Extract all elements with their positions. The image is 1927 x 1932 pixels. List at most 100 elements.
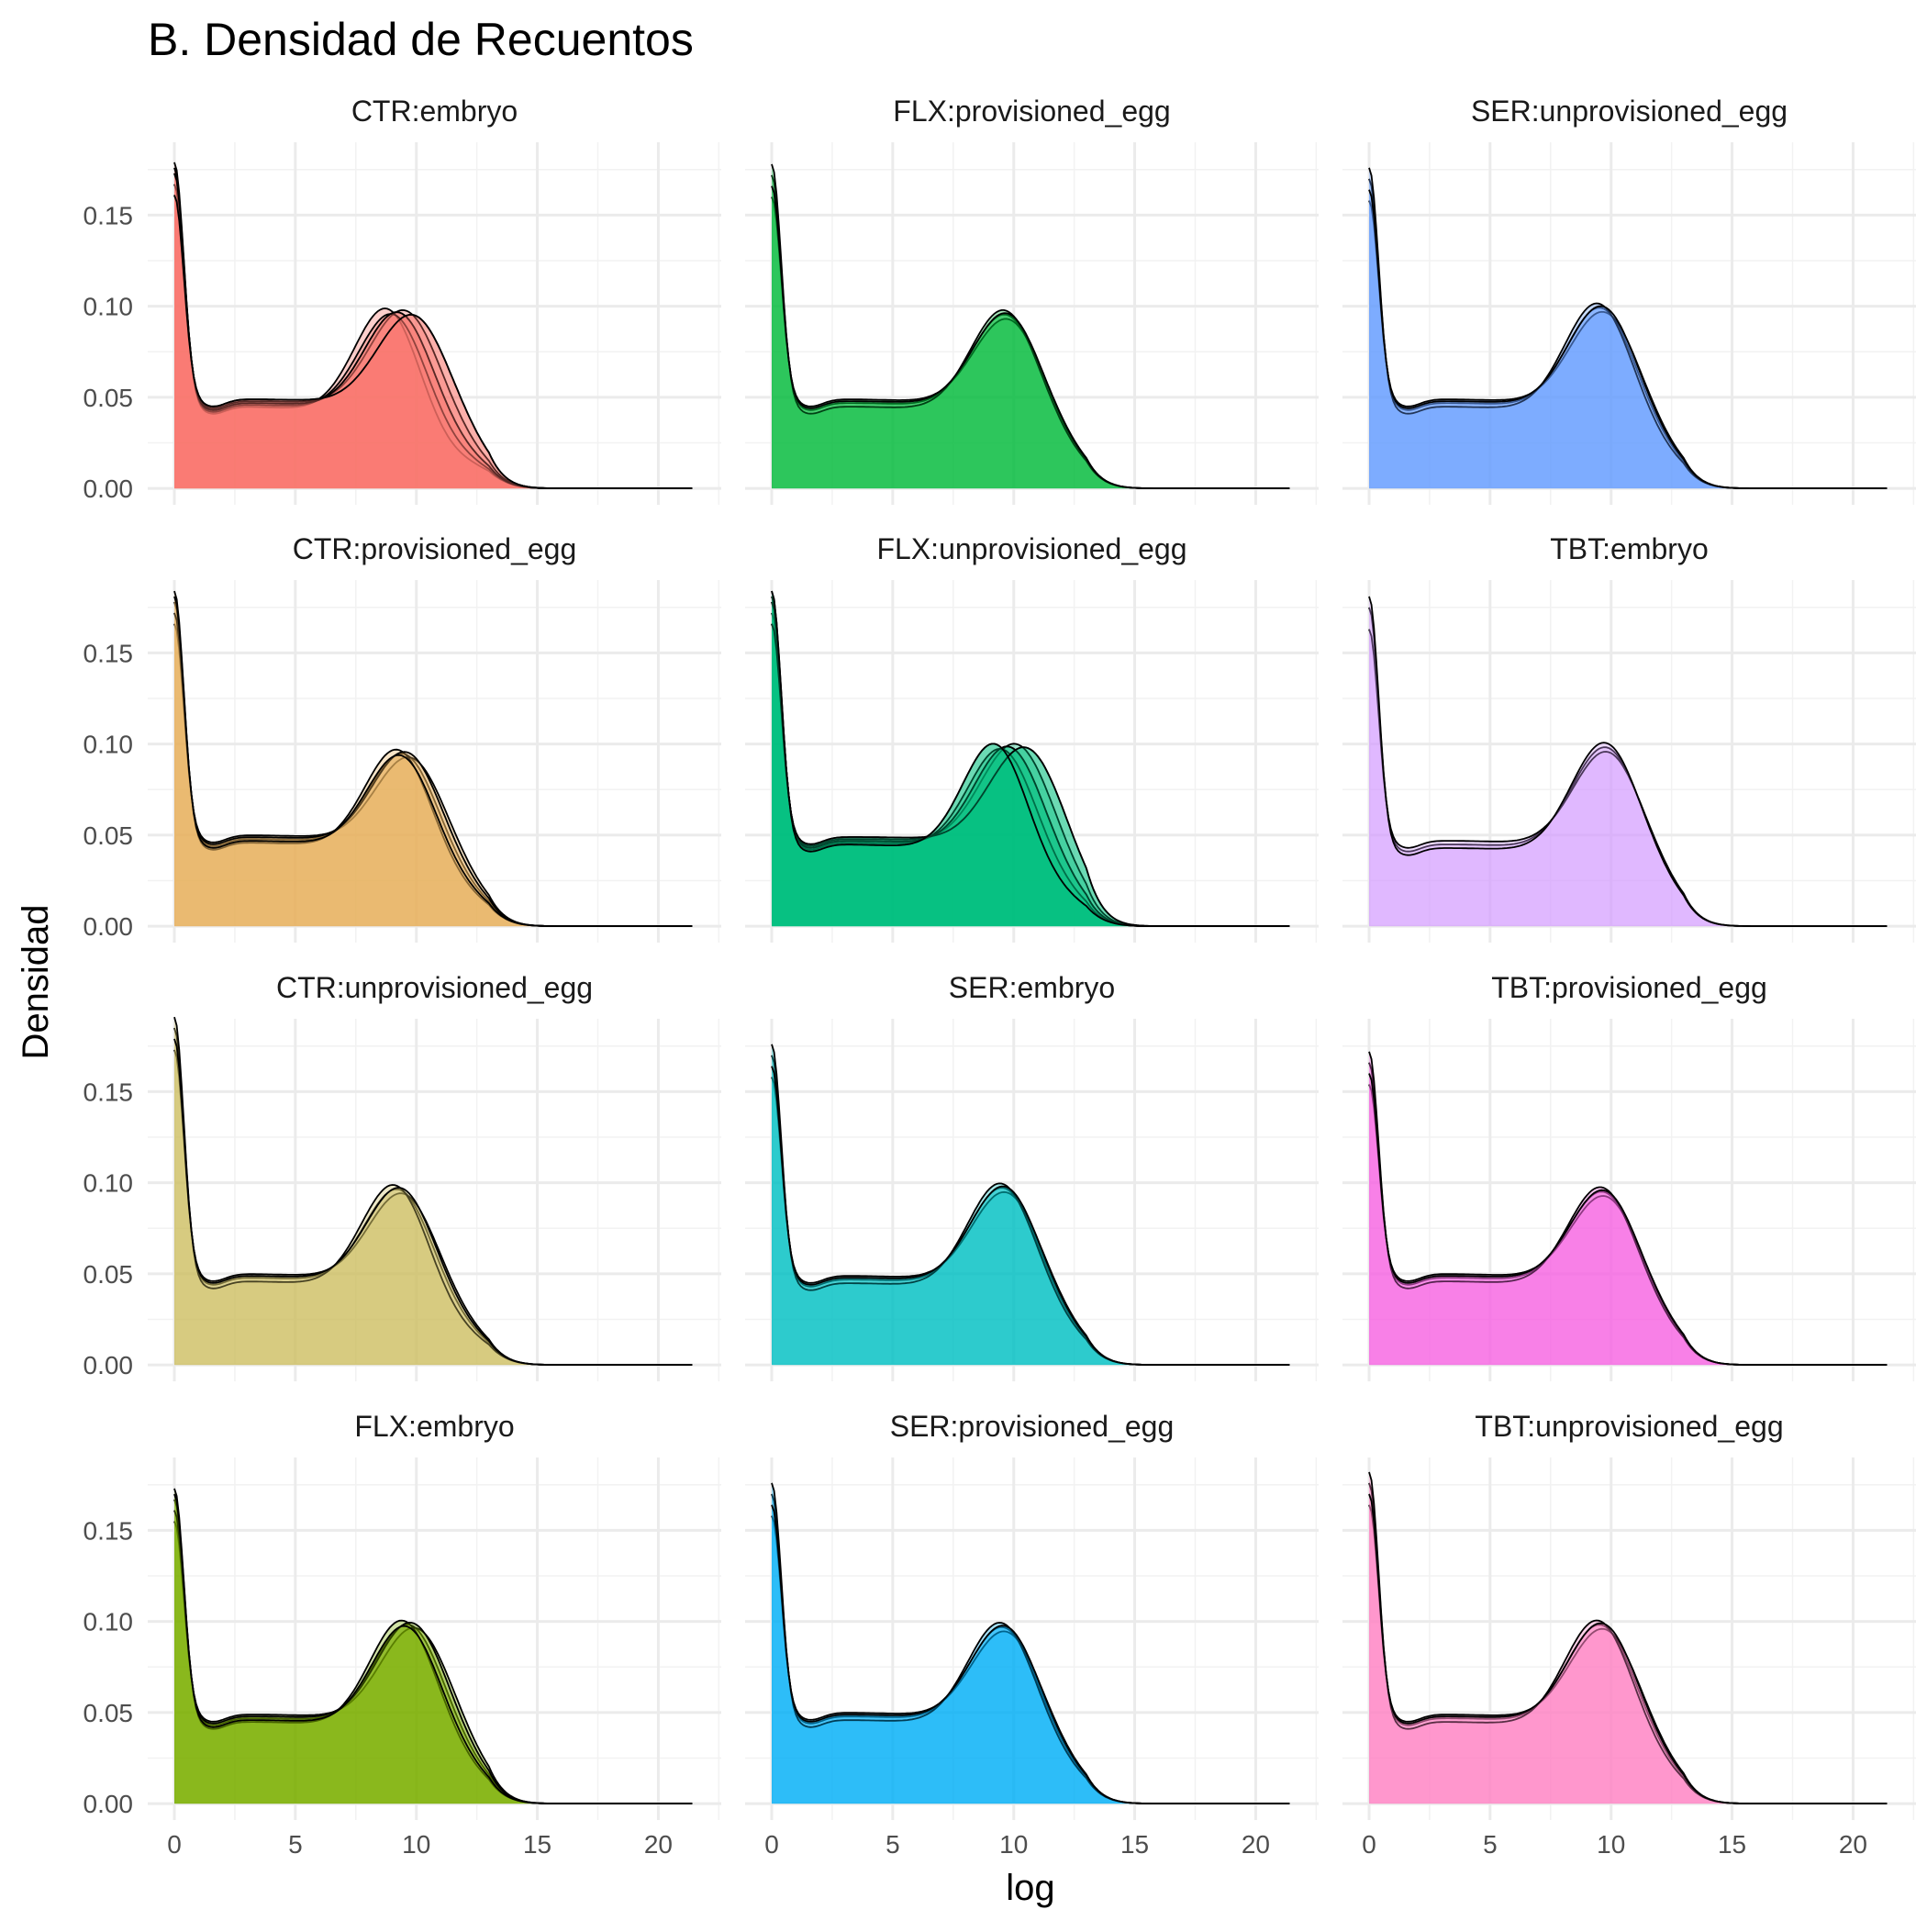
density-area <box>174 195 695 489</box>
x-tick-label: 10 <box>1597 1830 1625 1859</box>
facet-panel: CTR:unprovisioned_egg 0.00 0.05 0.10 0.15 <box>84 971 721 1381</box>
facet-strip-label: CTR:embryo <box>351 95 518 128</box>
y-tick-label: 0.05 <box>84 1260 134 1289</box>
x-tick-label: 5 <box>288 1830 303 1859</box>
density-area <box>1369 1073 1889 1366</box>
density-area <box>772 1044 1292 1366</box>
chart-title: B. Densidad de Recuentos <box>148 14 694 65</box>
density-line <box>173 596 693 927</box>
density-line <box>1368 1073 1888 1366</box>
x-tick-label: 0 <box>167 1830 182 1859</box>
density-area <box>174 591 695 927</box>
density-area <box>772 174 1292 489</box>
density-line <box>771 1504 1290 1804</box>
density-area <box>174 184 695 489</box>
density-area <box>1369 1482 1889 1804</box>
y-tick-label: 0.15 <box>84 1516 134 1545</box>
facet-strip-label: FLX:embryo <box>354 1410 514 1443</box>
density-area <box>1369 1471 1889 1804</box>
density-area <box>174 162 695 489</box>
density-area <box>772 185 1292 489</box>
density-area <box>174 1521 695 1804</box>
facet-panel: SER:unprovisioned_egg <box>1342 95 1916 505</box>
density-area <box>772 591 1292 927</box>
x-tick-label: 5 <box>1483 1830 1498 1859</box>
density-area <box>772 1077 1292 1366</box>
y-tick-label: 0.10 <box>84 1608 134 1636</box>
facet-panel: TBT:provisioned_egg <box>1342 971 1916 1381</box>
density-area <box>1369 1051 1889 1366</box>
facet-strip-label: CTR:provisioned_egg <box>293 532 577 565</box>
density-line <box>771 590 1290 927</box>
density-line <box>771 185 1290 489</box>
facet-panel: FLX:provisioned_egg <box>745 95 1319 505</box>
x-tick-label: 20 <box>1839 1830 1867 1859</box>
facet-panel: CTR:embryo 0.00 0.05 0.10 0.15 <box>84 95 721 505</box>
density-line <box>1368 596 1888 927</box>
x-tick-label: 10 <box>402 1830 430 1859</box>
y-tick-label: 0.10 <box>84 731 134 759</box>
density-area <box>1369 1493 1889 1804</box>
density-area <box>174 1488 695 1804</box>
density-area <box>1369 1504 1889 1804</box>
y-tick-label: 0.00 <box>84 475 134 503</box>
y-tick-label: 0.05 <box>84 1699 134 1727</box>
facet-strip-label: TBT:unprovisioned_egg <box>1475 1410 1783 1443</box>
y-axis-label: Densidad <box>16 904 56 1059</box>
facet-strip-label: TBT:embryo <box>1550 532 1708 565</box>
density-area <box>174 1499 695 1804</box>
facet-strip-label: SER:unprovisioned_egg <box>1471 95 1788 128</box>
density-area <box>1369 167 1889 489</box>
density-area <box>174 612 695 927</box>
density-area <box>174 623 695 927</box>
x-tick-label: 5 <box>886 1830 900 1859</box>
density-area <box>174 601 695 927</box>
y-tick-label: 0.00 <box>84 912 134 941</box>
facet-strip-label: FLX:provisioned_egg <box>893 95 1170 128</box>
x-tick-label: 20 <box>1242 1830 1270 1859</box>
facet-panel: SER:provisioned_egg 0 5 10 15 20 <box>745 1410 1319 1859</box>
density-area <box>1369 1062 1889 1366</box>
density-area <box>174 1017 695 1366</box>
density-area <box>772 1482 1292 1804</box>
density-area <box>174 1038 695 1366</box>
facet-panel: FLX:unprovisioned_egg <box>745 532 1319 943</box>
density-area <box>772 1066 1292 1366</box>
y-tick-label: 0.10 <box>84 1169 134 1198</box>
facet-strip-label: SER:embryo <box>949 971 1115 1004</box>
density-area <box>174 173 695 489</box>
y-tick-label: 0.00 <box>84 1351 134 1379</box>
y-tick-label: 0.05 <box>84 384 134 412</box>
facet-panel: SER:embryo <box>745 971 1319 1381</box>
density-area <box>174 1510 695 1804</box>
y-tick-label: 0.05 <box>84 821 134 850</box>
facet-strip-label: FLX:unprovisioned_egg <box>876 532 1186 565</box>
y-tick-label: 0.15 <box>84 1078 134 1106</box>
density-area <box>772 591 1292 927</box>
density-line <box>771 1066 1290 1366</box>
density-area <box>174 173 695 489</box>
facet-panel: TBT:unprovisioned_egg 0 5 10 15 20 <box>1342 1410 1916 1859</box>
x-tick-label: 20 <box>644 1830 673 1859</box>
density-area <box>1369 1084 1889 1366</box>
y-tick-label: 0.10 <box>84 293 134 321</box>
density-area <box>772 1055 1292 1366</box>
density-line <box>173 195 693 489</box>
density-area <box>174 596 695 927</box>
facet-panel: TBT:embryo <box>1342 532 1916 943</box>
facet-panel: FLX:embryo 0.00 0.05 0.10 0.15 0 5 10 15 20 <box>84 1410 721 1859</box>
facet-strip-label: CTR:unprovisioned_egg <box>276 971 593 1004</box>
density-line <box>1368 189 1888 489</box>
y-tick-label: 0.15 <box>84 201 134 229</box>
x-tick-label: 0 <box>764 1830 779 1859</box>
density-area <box>772 196 1292 489</box>
x-axis-label: log <box>1006 1868 1054 1908</box>
facet-panel: CTR:provisioned_egg 0.00 0.05 0.10 0.15 <box>84 532 721 943</box>
x-tick-label: 15 <box>1120 1830 1149 1859</box>
density-line <box>1368 1493 1888 1804</box>
y-tick-label: 0.00 <box>84 1790 134 1818</box>
panels-layer: CTR:embryo 0.00 0.05 0.10 0.15 FLX:provisione… <box>84 95 1916 1859</box>
x-tick-label: 10 <box>999 1830 1028 1859</box>
density-area <box>772 1515 1292 1804</box>
density-area <box>772 623 1292 927</box>
